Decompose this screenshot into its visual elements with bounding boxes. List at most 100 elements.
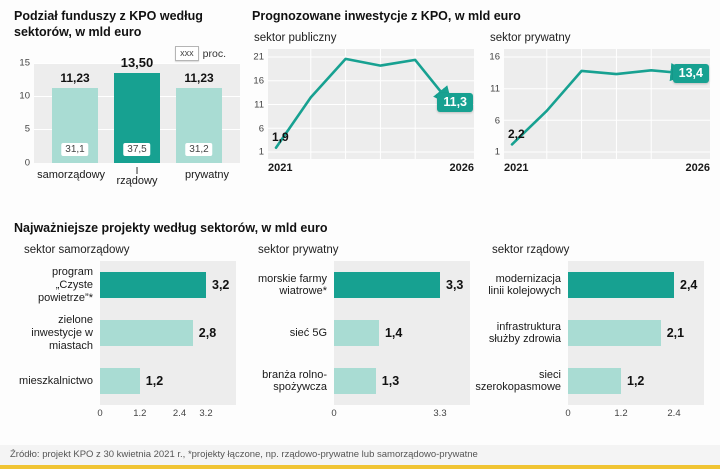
legend-sample-box: xxx: [175, 46, 199, 61]
bar-samorzadowy: 11,23 31,1: [52, 63, 98, 163]
x-tick-label: 1.2: [614, 408, 628, 420]
end-value-badge: 11,3: [437, 93, 473, 113]
y-tick-label: 11: [254, 99, 264, 111]
bar-value-label: 1,2: [145, 374, 164, 389]
y-axis: 21 16 11 6 1: [252, 49, 268, 159]
bar: [100, 368, 140, 395]
x-axis-years: 2021 2026: [504, 162, 710, 174]
bar-row: sieci szerokopasmowe 1,2: [475, 357, 704, 406]
bar-row: program „Czyste powietrze”* 3,2: [14, 261, 236, 310]
y-tick-label: 0: [24, 157, 30, 168]
x-tick-label: 0: [565, 408, 571, 420]
bar-row: mieszkalnictwo 1,2: [14, 357, 236, 406]
private-sector-line-chart: sektor prywatny 16 11 6 1 2,2 13,4 2021 202…: [488, 32, 710, 174]
bar-label: program „Czyste powietrze”*: [37, 266, 93, 304]
bar-track: 3,2: [100, 261, 236, 310]
funds-by-sector-chart: Podział funduszy z KPO według sektorów, …: [14, 8, 240, 199]
bar-track: 1,3: [334, 357, 470, 406]
bar-label: sieć 5G: [289, 326, 327, 339]
year-start: 2021: [504, 162, 529, 175]
x-tick-label: 2.4: [172, 408, 187, 420]
bar: 37,5: [114, 72, 160, 163]
bar-value-label: 2,1: [666, 326, 685, 341]
bar-label: mieszkalnictwo: [19, 374, 93, 387]
line-plot: [268, 49, 474, 160]
x-axis-labels: samorządowy rządowy prywatny: [34, 166, 240, 199]
bar: [100, 272, 206, 299]
y-tick-label: 16: [253, 75, 264, 87]
projects-title: Najważniejsze projekty według sektorów, …: [14, 220, 714, 236]
bar-label: zielone inwestycje w miastach: [31, 314, 93, 352]
projects-chart-rzadowy: sektor rządowy modernizacja linii kolejo…: [475, 244, 704, 422]
public-sector-subtitle: sektor publiczny: [254, 32, 337, 45]
projects-chart-samorzadowy: sektor samorządowy program „Czyste powie…: [14, 244, 236, 422]
forecast-title-bold: Prognozowane inwestycje z KPO,: [252, 9, 452, 23]
bar-value-label: 11,23: [184, 70, 214, 85]
chart-panel: 11,23 31,1 13,50 37,5 11,23 31,2: [34, 55, 240, 163]
y-tick-label: 16: [489, 51, 500, 63]
y-axis: 16 11 6 1: [488, 49, 504, 159]
y-tick-label: 5: [24, 123, 30, 135]
bar-value-label: 2,4: [680, 278, 698, 293]
year-start: 2021: [268, 162, 293, 175]
bar: [334, 272, 440, 299]
bars-area: modernizacja linii kolejowych 2,4 infras…: [475, 261, 704, 406]
bar: [100, 320, 193, 347]
forecast-title-unit: w mld euro: [451, 9, 521, 23]
bar-rzadowy: 13,50 37,5: [114, 55, 160, 163]
bar-row: modernizacja linii kolejowych 2,4: [482, 261, 704, 310]
end-value-badge: 13,4: [672, 63, 709, 83]
bar-value-label: 3,3: [446, 278, 464, 293]
bar-value-label: 1,3: [381, 374, 400, 389]
bar-track: 1,2: [100, 357, 236, 406]
y-tick-label: 11: [490, 83, 500, 95]
x-tick-label: 0: [97, 408, 103, 420]
bars-area: program „Czyste powietrze”* 3,2 zielone …: [14, 261, 236, 406]
bar-value-label: 3,2: [212, 278, 230, 293]
bar-label: modernizacja linii kolejowych: [488, 272, 561, 298]
bar-value-label: 13,50: [120, 54, 154, 70]
year-end: 2026: [449, 162, 474, 175]
bar-label: sieci szerokopasmowe: [475, 368, 561, 394]
forecast-title: Prognozowane inwestycje z KPO, w mld eur…: [252, 8, 710, 24]
legend-unit-label: proc.: [202, 47, 226, 60]
bar-track: 1,4: [334, 309, 470, 358]
x-category-prywatny: prywatny: [185, 168, 230, 181]
x-tick-label: 0: [331, 408, 337, 420]
public-sector-line-chart: sektor publiczny 21 16 11 6 1 1,9 11,3 2021 …: [252, 32, 474, 174]
bar-value-label: 11,23: [60, 70, 90, 85]
bar-label: morskie farmy wiatrowe*: [257, 272, 327, 298]
bar: [334, 320, 379, 347]
x-axis-ticks: 0 3.3: [331, 408, 470, 422]
y-tick-label: 15: [19, 57, 30, 68]
percent-chip: 37,5: [123, 142, 151, 156]
x-axis-ticks: 0 1.2 2.4: [565, 408, 704, 422]
start-value-label: 2,2: [508, 126, 525, 141]
bar: 31,2: [176, 87, 222, 163]
bar: [568, 272, 674, 299]
bar-row: branża rolno-spożywcza 1,3: [248, 357, 470, 406]
y-tick-label: 1: [494, 146, 500, 158]
y-tick-label: 10: [19, 90, 30, 102]
bottom-accent-bar: [0, 465, 720, 469]
gridline: [34, 62, 240, 64]
bar-track: 1,2: [568, 357, 704, 406]
data-line: [274, 57, 453, 150]
bars-area: morskie farmy wiatrowe* 3,3 sieć 5G 1,4: [248, 261, 470, 406]
funds-chart-title-bold: Podział funduszy z KPO według sektorów,: [14, 9, 203, 40]
y-tick-label: 6: [258, 123, 264, 134]
x-category-samorzadowy: samorządowy: [37, 168, 106, 181]
year-end: 2026: [685, 162, 710, 175]
data-line: [510, 63, 690, 146]
funds-chart-title: Podział funduszy z KPO według sektorów, …: [14, 8, 219, 41]
bar-row: morskie farmy wiatrowe* 3,3: [248, 261, 470, 310]
y-axis: 15 10 5 0: [14, 57, 34, 168]
x-category-label: rządowy: [116, 174, 158, 187]
x-axis-years: 2021 2026: [268, 162, 474, 174]
y-tick-label: 1: [258, 146, 264, 158]
x-tick-label: 2.4: [667, 408, 681, 420]
funds-chart-title-unit: w mld euro: [71, 25, 142, 40]
forecast-charts: Prognozowane inwestycje z KPO, w mld eur…: [252, 8, 710, 174]
bar-track: 2,8: [100, 309, 236, 358]
